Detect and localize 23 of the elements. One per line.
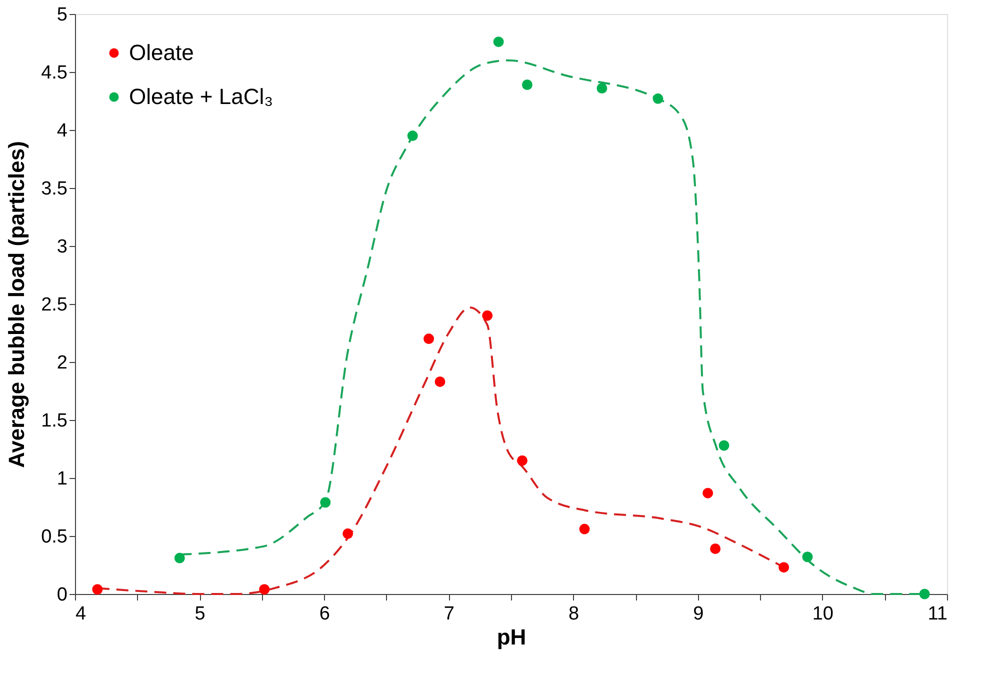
y-tick-label: 4.5 (41, 62, 68, 84)
x-tick-label: 11 (928, 604, 948, 624)
x-tick-label: 9 (693, 604, 704, 624)
y-tick-label: 5 (56, 4, 68, 26)
y-tick-label: 1.5 (41, 410, 68, 432)
legend-label: Oleate (129, 40, 194, 65)
x-tick-label: 8 (568, 604, 580, 624)
y-tick-label: 4 (56, 120, 68, 142)
x-tick-label: 10 (812, 604, 834, 624)
y-tick-label: 1 (56, 468, 68, 490)
y-tick-label: 2 (56, 352, 68, 374)
y-tick-label: 0 (56, 584, 68, 606)
legend-label: Oleate + LaCl₃ (129, 84, 274, 109)
y-tick-label: 0.5 (41, 526, 68, 548)
y-axis-title: Average bubble load (particles) (4, 141, 30, 468)
x-tick-label: 4 (76, 604, 86, 624)
y-tick-label: 2.5 (41, 294, 68, 316)
x-axis-title: pH (496, 624, 526, 650)
x-tick-label: 5 (194, 604, 206, 624)
y-tick-label: 3.5 (41, 178, 68, 200)
x-tick-label: 6 (319, 604, 330, 624)
y-tick-label: 3 (56, 236, 68, 258)
x-tick-label: 7 (444, 604, 455, 624)
